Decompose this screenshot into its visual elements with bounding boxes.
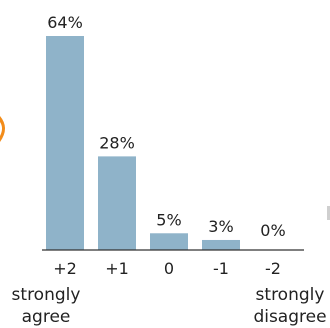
bar-3 xyxy=(202,239,240,250)
tick-label-2: 0 xyxy=(164,259,174,278)
tick-label-4: -2 xyxy=(265,259,281,278)
bar-0 xyxy=(46,36,84,250)
value-label-1: 28% xyxy=(99,133,135,152)
end-label-right-0: strongly xyxy=(256,285,325,305)
bar-2 xyxy=(150,233,188,250)
tick-label-0: +2 xyxy=(53,259,77,278)
end-label-left-1: agree xyxy=(22,307,71,327)
value-label-0: 64% xyxy=(47,13,83,32)
cropped-left-edge-mark xyxy=(0,116,5,142)
end-label-right-1: disagree xyxy=(253,307,326,327)
bar-1 xyxy=(98,156,136,250)
tick-label-1: +1 xyxy=(105,259,129,278)
value-label-2: 5% xyxy=(156,210,181,229)
tick-label-3: -1 xyxy=(213,259,229,278)
value-label-3: 3% xyxy=(208,217,233,236)
cropped-right-edge-mark xyxy=(327,206,330,220)
end-label-left-0: strongly xyxy=(12,285,81,305)
bars-layer xyxy=(46,36,240,250)
value-label-4: 0% xyxy=(260,221,285,240)
labels-layer: 64%+228%+15%03%-10%-2stronglyagreestrong… xyxy=(12,13,327,327)
